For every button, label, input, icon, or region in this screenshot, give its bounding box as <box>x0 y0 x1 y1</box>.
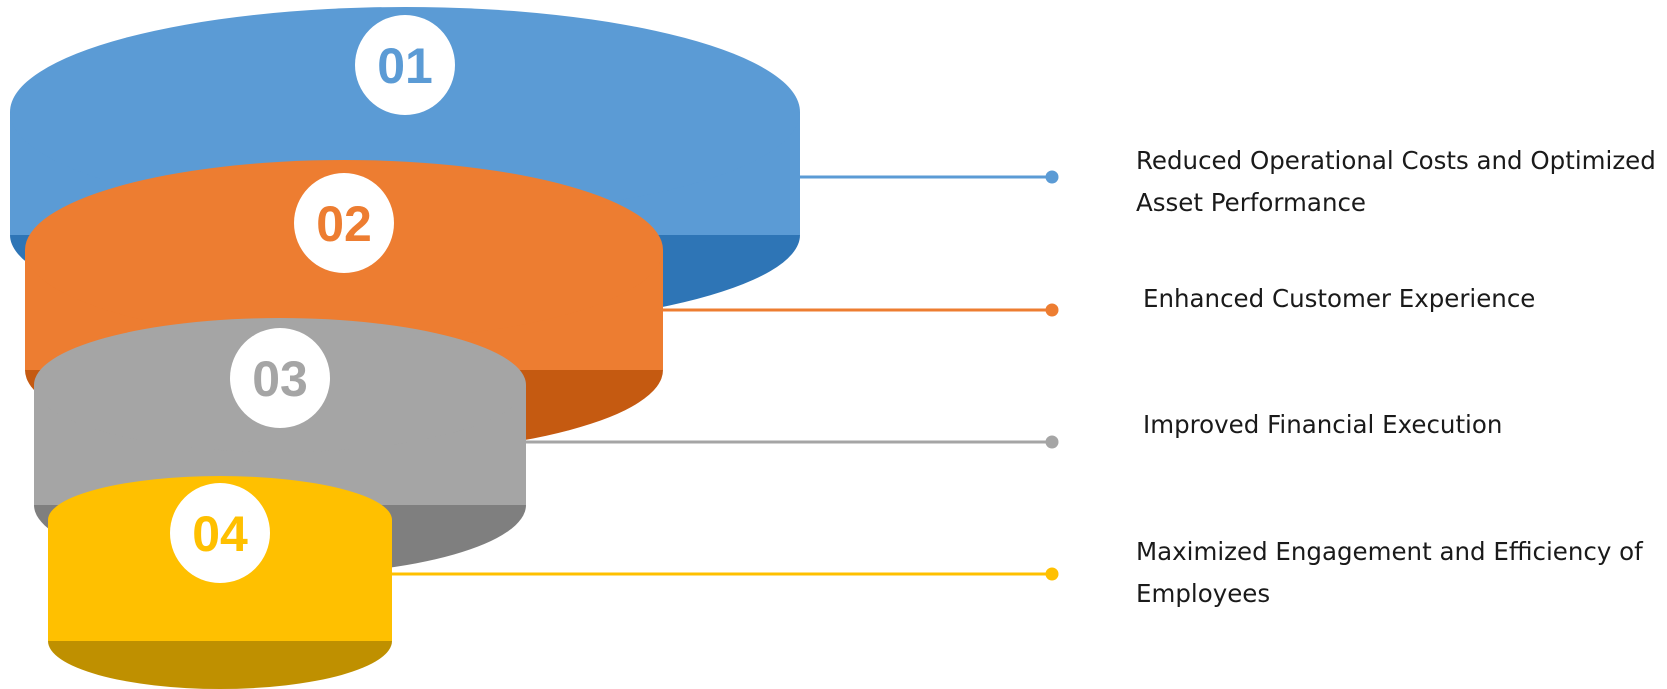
tier-4-number: 04 <box>192 506 248 562</box>
tier-1-label: Reduced Operational Costs and Optimized … <box>1136 140 1656 224</box>
tier-3-badge <box>230 328 330 428</box>
tier-4-badge <box>170 483 270 583</box>
tier-1-label-line-2: Asset Performance <box>1136 188 1367 217</box>
tier-4-label-line-1: Maximized Engagement and Efficiency of <box>1136 537 1643 566</box>
tier-1-label-line-1: Reduced Operational Costs and Optimized <box>1136 146 1656 175</box>
tier-3-label: Improved Financial Execution <box>1143 404 1502 446</box>
connector-3 <box>480 435 1059 449</box>
tier-3-label-line-1: Improved Financial Execution <box>1143 410 1503 439</box>
connector-4 <box>360 567 1059 581</box>
tier-1-number: 01 <box>377 38 433 94</box>
tier-2-label-line-1: Enhanced Customer Experience <box>1143 284 1536 313</box>
tier-4-disc: 04 <box>48 476 392 689</box>
tier-4-label-line-2: Employees <box>1136 579 1271 608</box>
connector-2 <box>600 303 1059 317</box>
tier-2-badge <box>294 173 394 273</box>
tier-2-number: 02 <box>316 196 372 252</box>
tier-3-number: 03 <box>252 351 308 407</box>
tier-4-label: Maximized Engagement and Efficiency of E… <box>1136 531 1643 615</box>
tier-2-label: Enhanced Customer Experience <box>1143 278 1535 320</box>
tier-1-badge <box>355 15 455 115</box>
